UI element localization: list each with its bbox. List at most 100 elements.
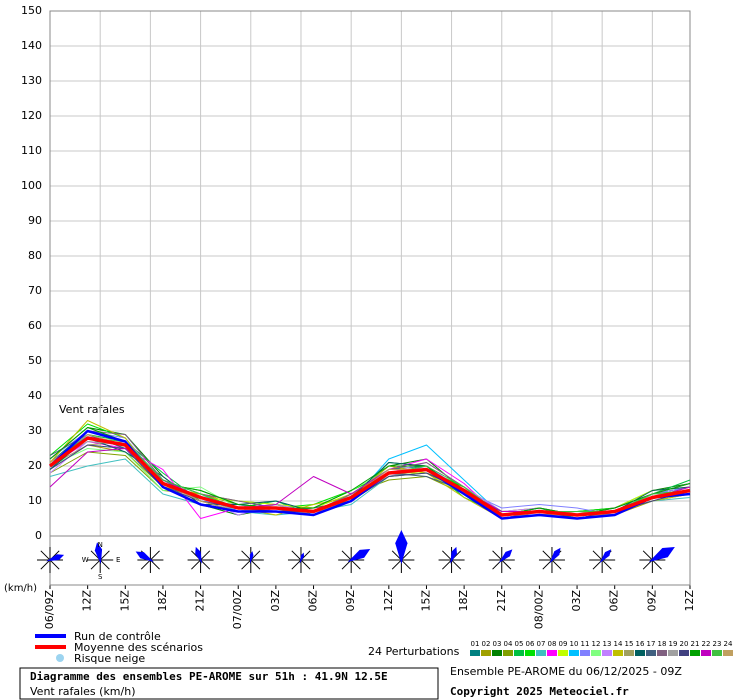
x-tick-label: 09Z <box>344 590 357 612</box>
legend-label: 01 <box>471 640 480 648</box>
legend-swatch <box>679 650 689 656</box>
x-tick-label: 12Z <box>81 590 94 612</box>
compass-label: E <box>116 556 120 564</box>
legend-swatch <box>646 650 656 656</box>
x-tick-label: 18Z <box>156 590 169 612</box>
legend-swatch <box>481 650 491 656</box>
x-tick-label: 07/00Z <box>231 590 244 630</box>
y-tick-label: 100 <box>21 179 42 192</box>
wind-rose <box>549 547 561 564</box>
legend-label: 16 <box>636 640 645 648</box>
legend-label: 10 <box>570 640 579 648</box>
legend-swatch <box>525 650 535 656</box>
legend-swatch <box>558 650 568 656</box>
wind-rose <box>135 551 154 562</box>
legend-swatch <box>514 650 524 656</box>
x-tick-label: 03Z <box>269 590 282 612</box>
y-tick-label: 70 <box>28 284 42 297</box>
y-tick-label: 40 <box>28 389 42 402</box>
x-tick-label: 12Z <box>382 590 395 612</box>
legend-label: 13 <box>603 640 612 648</box>
x-tick-label: 06/09Z <box>43 590 56 630</box>
wind-rose <box>648 547 675 562</box>
y-tick-label: 50 <box>28 354 42 367</box>
legend-swatch <box>723 650 733 656</box>
legend-label: Run de contrôle <box>74 630 161 643</box>
legend-label: 12 <box>592 640 601 648</box>
y-unit: (km/h) <box>4 583 37 594</box>
footer-title: Diagramme des ensembles PE-AROME sur 51h… <box>30 670 388 683</box>
y-tick-label: 150 <box>21 4 42 17</box>
legend-label: 11 <box>581 640 590 648</box>
legend-label: 24 <box>724 640 733 648</box>
y-tick-label: 0 <box>35 529 42 542</box>
x-tick-label: 03Z <box>570 590 583 612</box>
legend-label: 04 <box>504 640 513 648</box>
legend-label: 15 <box>625 640 634 648</box>
footer-box <box>19 667 439 700</box>
x-tick-label: 15Z <box>118 590 131 612</box>
legend-swatch <box>536 650 546 656</box>
y-tick-label: 20 <box>28 459 42 472</box>
wind-rose <box>599 549 612 564</box>
x-tick-label: 21Z <box>194 590 207 612</box>
y-tick-label: 10 <box>28 494 42 507</box>
legend-swatch <box>657 650 667 656</box>
legend-label: 23 <box>713 640 722 648</box>
x-tick-label: 09Z <box>645 590 658 612</box>
wind-rose <box>450 546 457 564</box>
y-tick-label: 80 <box>28 249 42 262</box>
legend-label: 22 <box>702 640 711 648</box>
snow-icon <box>56 654 64 662</box>
perturbations-label: 24 Perturbations <box>368 645 460 658</box>
y-tick-label: 110 <box>21 144 42 157</box>
run-info: Ensemble PE-AROME du 06/12/2025 - 09Z <box>450 665 682 678</box>
wind-rose <box>498 549 513 563</box>
compass-label: S <box>98 573 103 581</box>
legend-swatch <box>503 650 513 656</box>
wind-rose <box>249 551 254 564</box>
footer-subtitle: Vent rafales (km/h) <box>30 685 136 698</box>
legend-swatch <box>613 650 623 656</box>
wind-rose <box>299 552 305 564</box>
x-tick-label: 21Z <box>495 590 508 612</box>
legend-swatch <box>624 650 634 656</box>
mean-line <box>48 436 691 517</box>
annotation: Vent rafales <box>59 403 125 416</box>
compass-label: W <box>82 556 89 564</box>
wind-rose <box>94 542 103 564</box>
legend-label: 19 <box>669 640 678 648</box>
x-tick-label: 06Z <box>307 590 320 612</box>
legend-swatch <box>569 650 579 656</box>
copyright: Copyright 2025 Meteociel.fr <box>450 685 629 698</box>
legend-swatch <box>668 650 678 656</box>
legend-swatch <box>602 650 612 656</box>
legend-label: Moyenne des scénarios <box>74 641 203 654</box>
x-tick-label: 12Z <box>683 590 696 612</box>
legend-swatch <box>492 650 502 656</box>
wind-rose <box>195 546 202 564</box>
compass-label: N <box>98 541 103 549</box>
legend-swatch <box>470 650 480 656</box>
wind-rose <box>46 554 65 562</box>
legend-label: 07 <box>537 640 546 648</box>
legend-label: 18 <box>658 640 667 648</box>
wind-rose <box>395 530 408 564</box>
legend-swatch <box>580 650 590 656</box>
y-tick-label: 140 <box>21 39 42 52</box>
y-tick-label: 130 <box>21 74 42 87</box>
wind-rose <box>347 549 371 562</box>
legend-label: 03 <box>493 640 502 648</box>
legend-swatch <box>712 650 722 656</box>
legend-swatch <box>690 650 700 656</box>
x-tick-label: 15Z <box>419 590 432 612</box>
legend-label: 21 <box>691 640 700 648</box>
x-tick-label: 18Z <box>457 590 470 612</box>
legend-label: 14 <box>614 640 623 648</box>
legend-label: 05 <box>515 640 524 648</box>
y-tick-label: 120 <box>21 109 42 122</box>
legend-swatch <box>591 650 601 656</box>
legend-label: 08 <box>548 640 557 648</box>
